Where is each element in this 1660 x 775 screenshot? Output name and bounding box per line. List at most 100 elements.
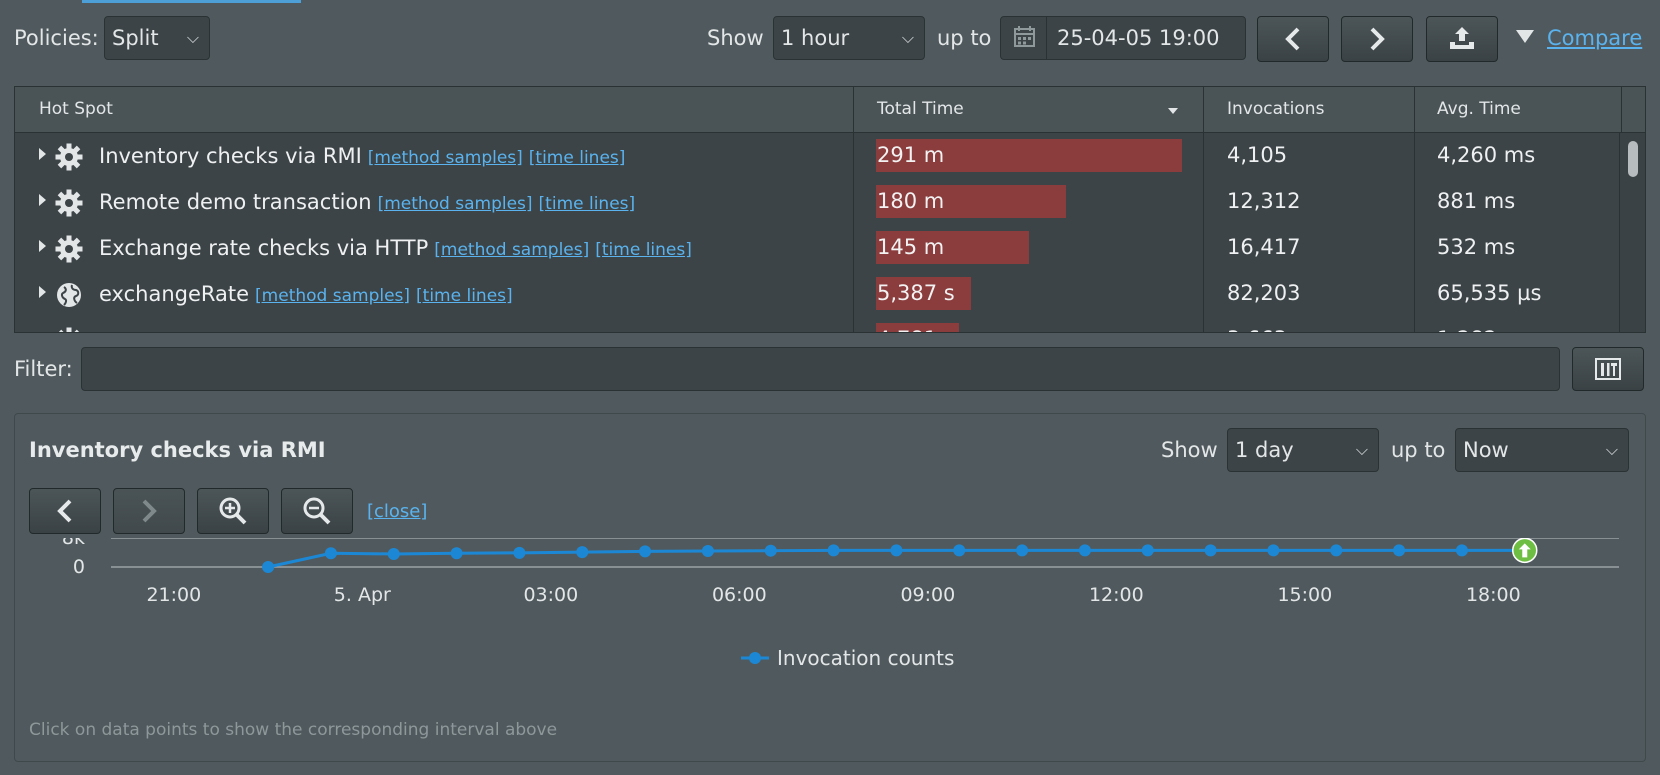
x-tick-label: 21:00 — [146, 584, 201, 606]
chevron-down-icon: ⌵ — [1605, 440, 1618, 459]
hotspot-label: Remote demo transaction — [99, 190, 372, 214]
expand-icon[interactable] — [39, 240, 46, 252]
data-point[interactable] — [953, 544, 966, 557]
policies-select-value: Split — [112, 26, 159, 50]
time-lines-link[interactable]: [time lines] — [595, 240, 692, 260]
filter-input[interactable] — [81, 347, 1560, 391]
panel-interval-value: 1 day — [1235, 438, 1294, 462]
zoom-out-icon — [303, 497, 331, 525]
table-row[interactable]: exchangeRate [method samples] [time lines]… — [15, 271, 1615, 317]
data-point[interactable] — [450, 547, 463, 560]
y-tick-label: 8k — [62, 538, 85, 549]
compare-link[interactable]: Compare — [1547, 26, 1643, 50]
next-interval-button[interactable] — [1341, 16, 1413, 62]
table-row[interactable]: Exchange rate checks via HTTP [method sam… — [15, 225, 1615, 271]
hotspot-name: Remote demo transaction [method samples][… — [99, 190, 635, 214]
panel-upto-select[interactable]: Now ⌵ — [1455, 428, 1629, 472]
time-lines-link[interactable]: [time lines] — [538, 194, 636, 214]
data-point[interactable] — [1393, 544, 1406, 557]
upto-label: up to — [937, 26, 992, 50]
export-button[interactable] — [1426, 16, 1498, 62]
data-point[interactable] — [764, 544, 777, 557]
invocation-chart: 8k 0 21:00 5. Apr 03:00 06:00 09:00 12:00 15:00 1… — [62, 538, 1619, 670]
legend-marker — [749, 652, 761, 664]
show-interval-value: 1 hour — [781, 26, 850, 50]
data-point[interactable] — [890, 544, 903, 557]
expand-icon[interactable] — [39, 148, 46, 160]
table-row[interactable]: Remote demo transaction [method samples][… — [15, 179, 1615, 225]
invocations-value: 12,312 — [1227, 189, 1301, 213]
chart-hint: Click on data points to show the corresp… — [29, 720, 558, 740]
data-point[interactable] — [513, 546, 526, 559]
table-scrollbar[interactable] — [1619, 133, 1645, 332]
total-time-bar — [876, 323, 959, 332]
date-field[interactable]: 25-04-05 19:00 — [1000, 16, 1246, 60]
zoom-out-button[interactable] — [281, 488, 353, 534]
compare-toggle-icon[interactable] — [1516, 30, 1534, 43]
data-point[interactable] — [576, 546, 589, 559]
data-point[interactable] — [1078, 544, 1091, 557]
column-divider — [1414, 87, 1415, 332]
data-point[interactable] — [827, 544, 840, 557]
method-samples-link[interactable]: [method samples] — [367, 148, 523, 168]
y-tick-label: 0 — [73, 556, 85, 578]
panel-interval-select[interactable]: 1 day ⌵ — [1227, 428, 1379, 472]
avg-time-value: 532 ms — [1437, 235, 1516, 259]
method-samples-link[interactable]: [method samples] — [377, 194, 533, 214]
hotspot-name: Exchange rate checks via HTTP [method sam… — [99, 236, 692, 260]
scrollbar-thumb[interactable] — [1628, 141, 1638, 177]
method-samples-link[interactable]: [method samples] — [255, 286, 411, 306]
zoom-in-button[interactable] — [197, 488, 269, 534]
time-lines-link[interactable]: [time lines] — [416, 286, 513, 306]
close-link[interactable]: [close] — [367, 501, 428, 522]
data-point[interactable] — [1455, 544, 1468, 557]
data-point[interactable] — [387, 547, 400, 560]
policies-select[interactable]: Split ⌵ — [104, 16, 210, 60]
table-row[interactable]: 4,781 3,663 1,282 — [15, 317, 1615, 333]
chevron-left-icon — [57, 499, 72, 523]
data-point[interactable] — [701, 545, 714, 558]
column-header-avg-time[interactable]: Avg. Time — [1437, 99, 1521, 119]
data-point[interactable] — [639, 545, 652, 558]
hotspot-table: Hot Spot Total Time Invocations Avg. Tim… — [14, 86, 1646, 333]
panel-title: Inventory checks via RMI — [29, 438, 326, 462]
chart-previous-button[interactable] — [29, 488, 101, 534]
legend-label: Invocation counts — [777, 646, 954, 670]
data-point[interactable] — [1204, 544, 1217, 557]
avg-time-value: 65,535 µs — [1437, 281, 1542, 305]
panel-show-label: Show — [1161, 438, 1218, 462]
data-point[interactable] — [324, 547, 337, 560]
expand-icon[interactable] — [39, 332, 46, 333]
column-header-invocations[interactable]: Invocations — [1227, 99, 1325, 119]
data-point[interactable] — [262, 561, 275, 573]
table-header: Hot Spot Total Time Invocations Avg. Tim… — [15, 87, 1645, 133]
expand-icon[interactable] — [39, 194, 46, 206]
data-point[interactable] — [1267, 544, 1280, 557]
chevron-left-icon — [1285, 27, 1300, 51]
calendar-icon[interactable] — [1001, 17, 1047, 59]
data-point[interactable] — [1141, 544, 1154, 557]
panel-upto-value: Now — [1463, 438, 1509, 462]
column-header-hotspot[interactable]: Hot Spot — [39, 99, 113, 119]
invocations-value: 82,203 — [1227, 281, 1301, 305]
data-point[interactable] — [1016, 544, 1029, 557]
data-point[interactable] — [1330, 544, 1343, 557]
expand-icon[interactable] — [39, 286, 46, 298]
chart-next-button[interactable] — [113, 488, 185, 534]
previous-interval-button[interactable] — [1257, 16, 1329, 62]
time-lines-link[interactable]: [time lines] — [528, 148, 626, 168]
method-samples-link[interactable]: [method samples] — [434, 240, 590, 260]
show-interval-select[interactable]: 1 hour ⌵ — [773, 16, 925, 60]
column-header-total-time[interactable]: Total Time — [877, 99, 964, 119]
total-time-bar — [876, 277, 971, 310]
gear-icon — [55, 327, 83, 332]
gear-icon — [55, 143, 83, 171]
up-arrow-icon — [1518, 543, 1531, 558]
date-value: 25-04-05 19:00 — [1057, 26, 1220, 50]
x-tick-label: 12:00 — [1089, 584, 1144, 606]
filter-options-button[interactable] — [1572, 347, 1644, 391]
avg-time-value: 881 ms — [1437, 189, 1516, 213]
filter-columns-icon — [1595, 358, 1621, 380]
table-row[interactable]: Inventory checks via RMI [method samples]… — [15, 133, 1615, 179]
top-toolbar: Policies: Split ⌵ Show 1 hour ⌵ up to 25… — [0, 16, 1660, 62]
